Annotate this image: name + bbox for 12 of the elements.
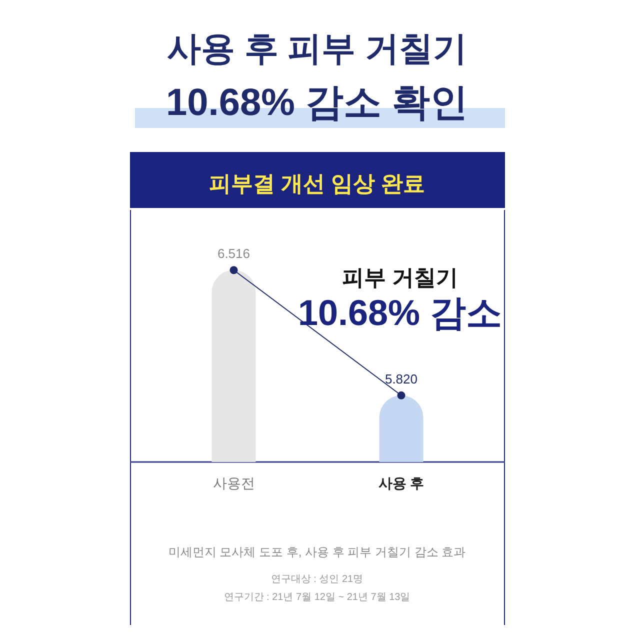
- text: 미세먼지 모사체 도포 후, 사용 후 피부 거칠기 감소 효과: [168, 545, 466, 559]
- chart-subtitle: 10.68% 감소 확인: [166, 82, 468, 124]
- text: 연구기간 : 21년 7월 12일 ~ 21년 7월 13일: [224, 592, 410, 603]
- annotation: 10.68% 감소: [298, 292, 502, 333]
- annotation: 피부 거칠기: [342, 265, 458, 290]
- x-tick-label: 사용전: [212, 475, 255, 491]
- x-tick-label: 사용 후: [378, 475, 424, 491]
- text: 피부결 개선 임상 완료: [208, 171, 426, 196]
- text: 연구대상 : 성인 21명: [270, 574, 364, 585]
- data-label: 6.516: [217, 246, 250, 262]
- data-label: 5.820: [384, 371, 418, 386]
- chart-title: 사용 후 피부 거칠기: [166, 30, 468, 68]
